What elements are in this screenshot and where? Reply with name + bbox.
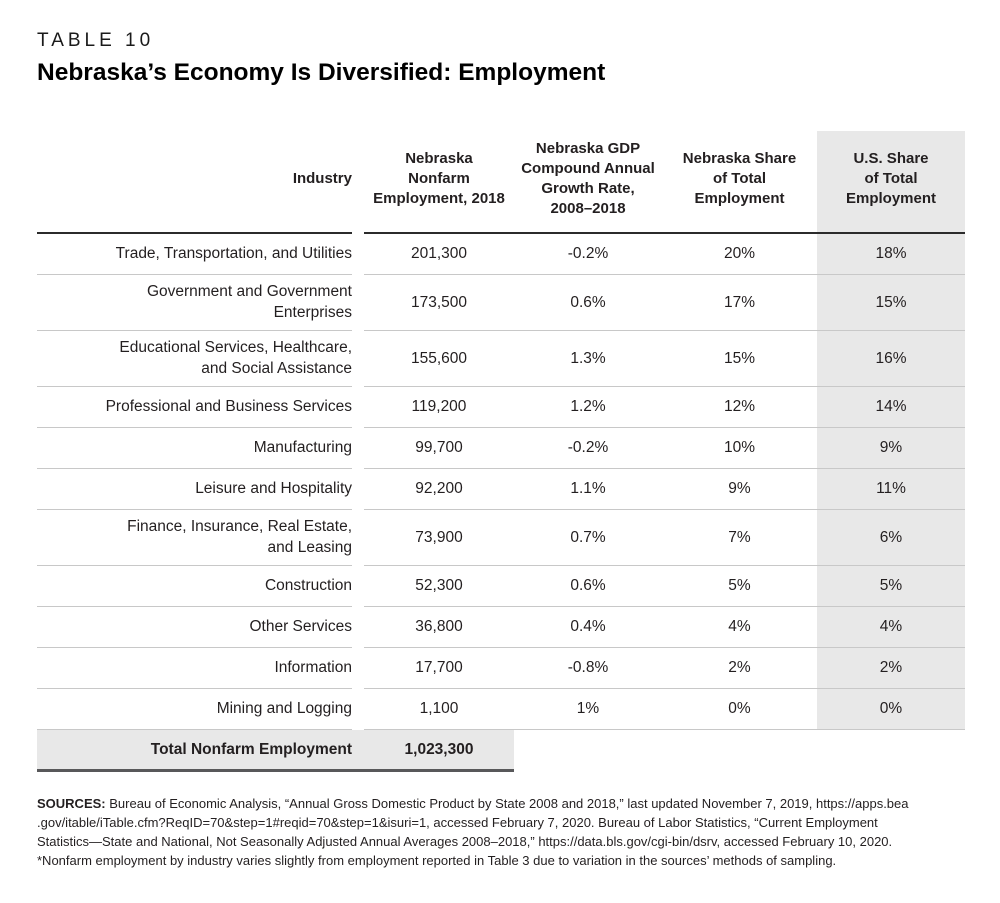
employment-cell: 119,200 — [364, 387, 514, 429]
us-share-cell: 11% — [817, 469, 965, 511]
employment-cell: 36,800 — [364, 607, 514, 649]
industry-cell: Construction — [37, 566, 352, 608]
sources-text: Bureau of Economic Analysis, “Annual Gro… — [37, 796, 909, 850]
total-label: Total Nonfarm Employment — [150, 740, 352, 758]
table-row: Construction 52,300 0.6% 5% 5% — [37, 566, 965, 608]
cagr-cell: 0.6% — [514, 566, 662, 608]
column-gap — [352, 469, 364, 510]
table-row: Professional and Business Services 119,2… — [37, 387, 965, 429]
column-gap — [352, 275, 364, 331]
ne-share-cell: 4% — [662, 607, 817, 649]
ne-share-cell: 2% — [662, 648, 817, 690]
employment-cell: 73,900 — [364, 510, 514, 567]
industry-cell: Information — [37, 648, 352, 690]
us-share-cell: 9% — [817, 428, 965, 470]
total-row: Total Nonfarm Employment 1,023,300 — [37, 730, 514, 773]
sources-note: SOURCES: Bureau of Economic Analysis, “A… — [37, 795, 983, 871]
table-row: Other Services 36,800 0.4% 4% 4% — [37, 607, 965, 649]
table-row: Finance, Insurance, Real Estate, and Lea… — [37, 510, 965, 567]
column-gap — [352, 428, 364, 469]
industry-cell: Manufacturing — [37, 428, 352, 470]
cagr-cell: -0.8% — [514, 648, 662, 690]
ne-share-cell: 9% — [662, 469, 817, 511]
table-body: Trade, Transportation, and Utilities 201… — [37, 234, 965, 731]
ne-share-cell: 7% — [662, 510, 817, 567]
sources-label: SOURCES: — [37, 796, 106, 812]
table-row: Information 17,700 -0.8% 2% 2% — [37, 648, 965, 690]
cagr-cell: 1.3% — [514, 331, 662, 388]
column-header-ne-share: Nebraska Share of Total Employment — [662, 131, 817, 235]
employment-cell: 17,700 — [364, 648, 514, 690]
table-row: Mining and Logging 1,100 1% 0% 0% — [37, 689, 965, 731]
us-share-cell: 4% — [817, 607, 965, 649]
employment-cell: 92,200 — [364, 469, 514, 511]
ne-share-cell: 12% — [662, 387, 817, 429]
page-title: Nebraska’s Economy Is Diversified: Emplo… — [37, 59, 606, 86]
us-share-cell: 16% — [817, 331, 965, 388]
table-row: Educational Services, Healthcare, and So… — [37, 331, 965, 388]
table-row: Government and Government Enterprises 17… — [37, 275, 965, 332]
us-share-cell: 6% — [817, 510, 965, 567]
column-header-industry: Industry — [37, 131, 352, 235]
column-gap — [352, 648, 364, 689]
table-header-row: Industry Nebraska Nonfarm Employment, 20… — [37, 131, 965, 235]
ne-share-cell: 10% — [662, 428, 817, 470]
industry-cell: Educational Services, Healthcare, and So… — [37, 331, 352, 388]
us-share-cell: 18% — [817, 234, 965, 276]
cagr-cell: -0.2% — [514, 428, 662, 470]
table-number-label: TABLE 10 — [37, 30, 155, 51]
ne-share-cell: 5% — [662, 566, 817, 608]
us-share-cell: 5% — [817, 566, 965, 608]
ne-share-cell: 17% — [662, 275, 817, 332]
column-gap — [352, 566, 364, 607]
table-row: Leisure and Hospitality 92,200 1.1% 9% 1… — [37, 469, 965, 511]
industry-cell: Professional and Business Services — [37, 387, 352, 429]
us-share-cell: 0% — [817, 689, 965, 731]
column-gap — [352, 234, 364, 275]
employment-cell: 173,500 — [364, 275, 514, 332]
employment-cell: 201,300 — [364, 234, 514, 276]
industry-cell: Trade, Transportation, and Utilities — [37, 234, 352, 276]
column-header-us-share: U.S. Share of Total Employment — [817, 131, 965, 235]
employment-table: Industry Nebraska Nonfarm Employment, 20… — [37, 131, 965, 773]
document-page: TABLE 10 Nebraska’s Economy Is Diversifi… — [37, 30, 983, 871]
cagr-cell: 0.4% — [514, 607, 662, 649]
column-gap — [352, 689, 364, 730]
cagr-cell: 1% — [514, 689, 662, 731]
cagr-cell: 1.2% — [514, 387, 662, 429]
cagr-cell: 1.1% — [514, 469, 662, 511]
column-gap — [352, 510, 364, 566]
table-row: Manufacturing 99,700 -0.2% 10% 9% — [37, 428, 965, 470]
industry-cell: Leisure and Hospitality — [37, 469, 352, 511]
cagr-cell: 0.7% — [514, 510, 662, 567]
column-gap — [352, 131, 364, 234]
table-row: Trade, Transportation, and Utilities 201… — [37, 234, 965, 276]
us-share-cell: 2% — [817, 648, 965, 690]
column-gap — [352, 607, 364, 648]
industry-cell: Finance, Insurance, Real Estate, and Lea… — [37, 510, 352, 567]
column-gap — [352, 387, 364, 428]
us-share-cell: 15% — [817, 275, 965, 332]
total-value: 1,023,300 — [404, 740, 474, 758]
column-header-employment: Nebraska Nonfarm Employment, 2018 — [364, 131, 514, 235]
column-header-cagr: Nebraska GDP Compound Annual Growth Rate… — [514, 131, 662, 235]
industry-cell: Mining and Logging — [37, 689, 352, 731]
ne-share-cell: 20% — [662, 234, 817, 276]
employment-cell: 155,600 — [364, 331, 514, 388]
footnote: *Nonfarm employment by industry varies s… — [37, 853, 837, 868]
us-share-cell: 14% — [817, 387, 965, 429]
employment-cell: 99,700 — [364, 428, 514, 470]
employment-cell: 1,100 — [364, 689, 514, 731]
column-gap — [352, 331, 364, 387]
employment-cell: 52,300 — [364, 566, 514, 608]
ne-share-cell: 0% — [662, 689, 817, 731]
cagr-cell: 0.6% — [514, 275, 662, 332]
industry-cell: Government and Government Enterprises — [37, 275, 352, 332]
ne-share-cell: 15% — [662, 331, 817, 388]
industry-cell: Other Services — [37, 607, 352, 649]
cagr-cell: -0.2% — [514, 234, 662, 276]
